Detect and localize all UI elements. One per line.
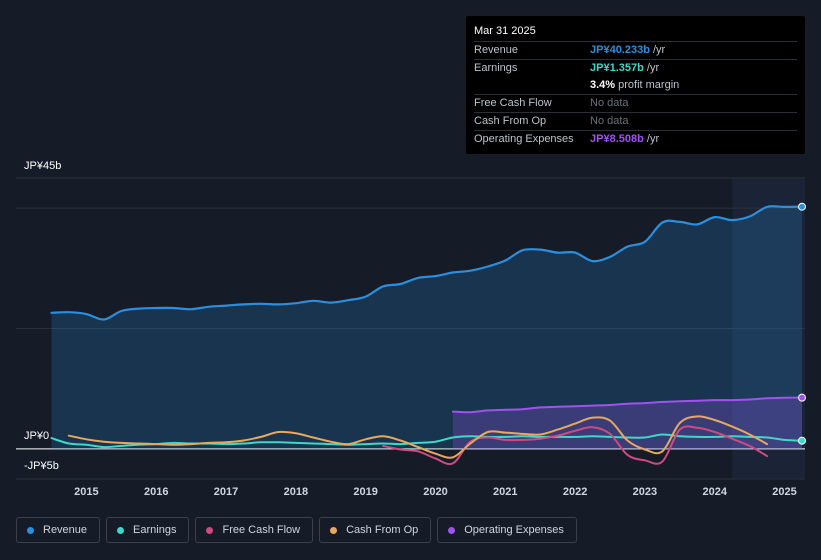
tooltip-value-number: 3.4% [590,79,616,91]
legend-item-free-cash-flow[interactable]: Free Cash Flow [195,517,314,543]
tooltip-row: Earnings JP¥1.357b /yr [474,59,797,77]
y-axis-label-bottom: -JP¥5b [24,460,59,472]
tooltip-value-number: JP¥8.508b [590,133,644,145]
tooltip-row-label [474,77,590,94]
tooltip-row-value: JP¥8.508b /yr [590,131,659,148]
x-tick-label: 2017 [214,486,238,498]
tooltip-row-value: No data [590,95,629,112]
tooltip-row-label: Revenue [474,44,519,56]
legend-label: Free Cash Flow [222,524,301,536]
revenue-area [51,206,802,449]
x-tick-label: 2025 [772,486,796,498]
x-tick-label: 2024 [702,486,727,498]
tooltip-row-value: JP¥1.357b /yr [590,60,659,77]
tooltip-row-label: Free Cash Flow [474,97,552,109]
tooltip-row: 3.4% profit margin [474,77,797,94]
x-tick-label: 2015 [74,486,98,498]
legend-label: Revenue [43,524,88,536]
legend-item-revenue[interactable]: Revenue [16,517,101,543]
legend-dot-icon [206,526,214,534]
tooltip-row: Cash From Op No data [474,112,797,130]
chart-area: 2015 2016 2017 2018 2019 2020 2021 2022 2023 2024… [16,177,806,498]
free-cash-flow-line [382,425,769,466]
operating-expenses-line [451,396,803,414]
tooltip-row-label: Earnings [474,62,518,74]
tooltip-value-number: JP¥40.233b [590,44,650,56]
tooltip-value-unit: /yr [643,62,660,74]
tooltip-row-value: JP¥40.233b /yr [590,42,665,59]
earnings-line [50,433,803,449]
legend-item-operating-expenses[interactable]: Operating Expenses [437,517,577,543]
x-tick-label: 2020 [423,486,447,498]
tooltip-row-value: No data [590,113,629,130]
tooltip-value-number: JP¥1.357b [590,62,644,74]
tooltip-value-unit: profit margin [615,79,680,91]
x-tick-label: 2023 [633,486,657,498]
tooltip-row: Revenue JP¥40.233b /yr [474,41,797,59]
legend-item-cash-from-op[interactable]: Cash From Op [319,517,432,543]
x-tick-label: 2018 [284,486,308,498]
tooltip-value-unit: /yr [643,133,660,145]
cash-from-op-line [67,415,769,459]
x-tick-label: 2016 [144,486,168,498]
tooltip-row-value: 3.4% profit margin [590,77,679,94]
legend-dot-icon [27,526,34,534]
x-tick-label: 2021 [493,486,517,498]
y-axis-label-zero: JP¥0 [24,430,50,442]
y-axis-label-top: JP¥45b [24,160,62,172]
tooltip-date: Mar 31 2025 [474,25,536,37]
tooltip-row-label: Cash From Op [474,115,547,127]
data-tooltip: Mar 31 2025 Revenue JP¥40.233b /yr Earning… [466,16,805,154]
x-tick-label: 2022 [563,486,587,498]
tooltip-row-label: Operating Expenses [474,133,574,145]
legend-dot-icon [448,526,456,534]
tooltip-row: Free Cash Flow No data [474,94,797,112]
tooltip-row: Operating Expenses JP¥8.508b /yr [474,130,797,148]
earnings-end-dot [798,436,806,445]
legend-label: Operating Expenses [464,524,564,536]
legend-dot-icon [117,526,125,534]
tooltip-no-data: No data [590,115,629,127]
legend-label: Cash From Op [346,524,419,536]
tooltip-no-data: No data [590,97,629,109]
revenue-line [50,205,804,321]
legend-label: Earnings [133,524,177,536]
tooltip-value-unit: /yr [649,44,666,56]
revenue-end-dot [798,202,806,211]
legend-item-earnings[interactable]: Earnings [106,517,190,543]
x-tick-label: 2019 [353,486,377,498]
chart-legend: Revenue Earnings Free Cash Flow Cash From O… [16,517,577,543]
operating-expenses-end-dot [798,393,806,402]
legend-dot-icon [330,526,338,534]
